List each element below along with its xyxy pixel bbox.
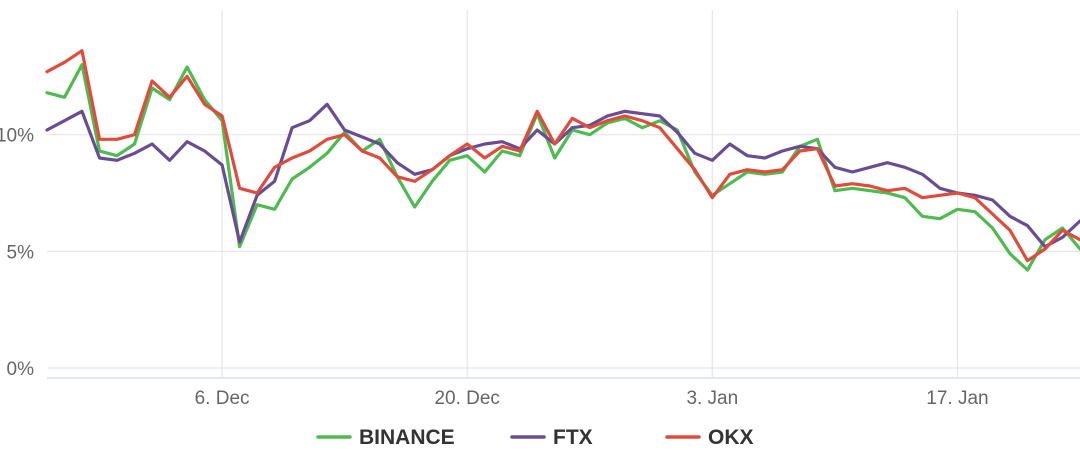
y-axis-tick-labels: 0% 5% 10% [0, 126, 34, 380]
legend-label: BINANCE [359, 426, 455, 449]
x-tick-label: 6. Dec [195, 388, 250, 409]
x-axis-tick-labels: 6. Dec 20. Dec 3. Jan 17. Jan [195, 388, 989, 409]
y-tick-label: 10% [0, 126, 34, 147]
series-line-ftx [45, 102, 1080, 249]
series-line-binance [45, 63, 1080, 272]
legend-item-okx[interactable]: OKX [665, 426, 754, 449]
legend-item-binance[interactable]: BINANCE [316, 426, 455, 449]
legend-label: OKX [708, 426, 754, 449]
x-tick-label: 20. Dec [434, 388, 499, 409]
legend-label: FTX [553, 426, 593, 449]
y-tick-label: 0% [7, 359, 35, 380]
horizontal-gridlines [47, 134, 1080, 369]
legend[interactable]: BINANCE FTX OKX [316, 426, 754, 449]
y-tick-label: 5% [7, 242, 35, 263]
series-line-okx [45, 49, 1080, 263]
plot-lines [45, 49, 1080, 272]
x-tick-label: 3. Jan [686, 388, 738, 409]
legend-item-ftx[interactable]: FTX [510, 426, 593, 449]
x-tick-label: 17. Jan [926, 388, 988, 409]
vertical-gridlines [221, 10, 959, 377]
